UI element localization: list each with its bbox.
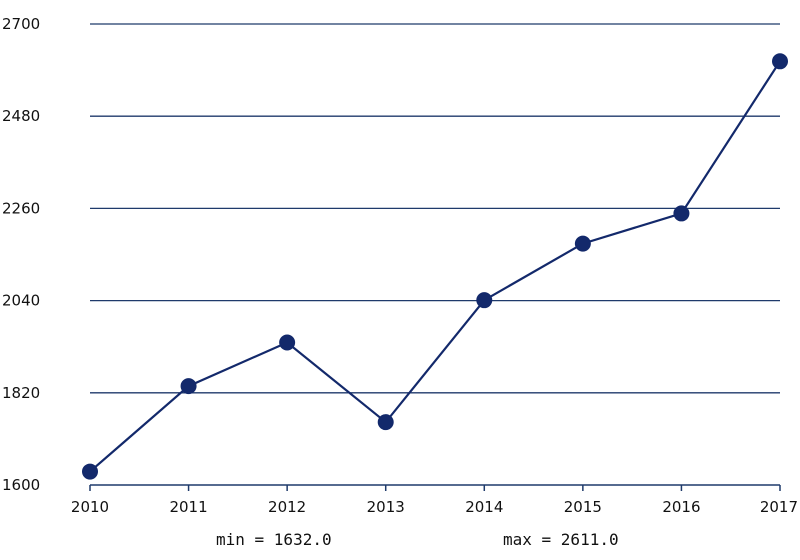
data-point-2011 (180, 378, 197, 395)
x-tick-label: 2017 (760, 498, 798, 516)
data-point-markers (82, 53, 788, 480)
x-tick-label: 2010 (71, 498, 109, 516)
grid-lines (90, 23, 780, 394)
data-point-2016 (673, 205, 690, 222)
x-axis-tick-labels: 2010 2011 2012 2013 2014 2015 2016 2017 (71, 485, 798, 516)
data-point-2015 (574, 235, 591, 252)
y-tick-label: 2700 (2, 15, 40, 33)
data-point-2010 (82, 463, 98, 480)
x-tick-label: 2011 (169, 498, 207, 516)
data-point-2013 (377, 414, 394, 431)
y-tick-label: 2260 (2, 199, 40, 217)
data-point-2014 (476, 292, 493, 309)
y-tick-label: 2040 (2, 292, 40, 310)
data-point-2017 (772, 53, 788, 70)
min-stat-label: min = 1632.0 (216, 530, 332, 549)
y-axis-tick-labels: 1600 1820 2040 2260 2480 2700 (2, 15, 40, 494)
series-line (89, 60, 781, 473)
y-tick-label: 1820 (2, 384, 40, 402)
x-tick-label: 2015 (564, 498, 602, 516)
x-tick-label: 2016 (662, 498, 700, 516)
x-tick-label: 2012 (268, 498, 306, 516)
x-tick-label: 2013 (367, 498, 405, 516)
x-tick-label: 2014 (465, 498, 503, 516)
data-point-2012 (279, 334, 296, 351)
y-tick-label: 2480 (2, 107, 40, 125)
y-tick-label: 1600 (2, 476, 40, 494)
max-stat-label: max = 2611.0 (503, 530, 619, 549)
